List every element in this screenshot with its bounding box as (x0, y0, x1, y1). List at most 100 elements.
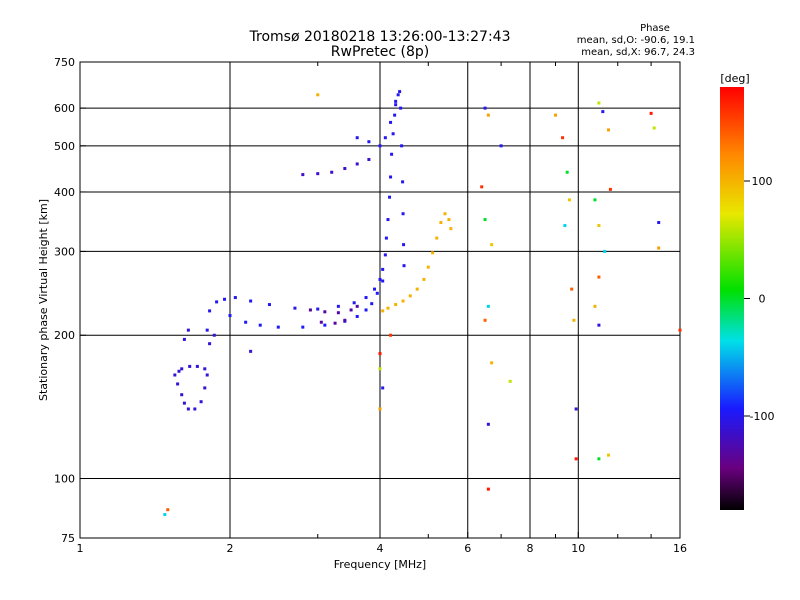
colorbar-gradient (720, 87, 744, 510)
data-point (426, 265, 430, 269)
data-point (355, 136, 359, 140)
data-point (378, 407, 382, 411)
data-point (293, 306, 297, 310)
y-tick-label: 100 (54, 473, 75, 486)
data-point (447, 218, 451, 222)
data-point (195, 364, 199, 368)
data-point (553, 113, 557, 117)
colorbar-label: [deg] (720, 72, 749, 85)
data-point (657, 221, 661, 225)
data-point (333, 321, 337, 325)
data-point (267, 303, 271, 307)
data-point (435, 236, 439, 240)
data-point (212, 333, 216, 337)
data-point (308, 308, 312, 312)
data-point (593, 304, 597, 308)
data-point (276, 325, 280, 329)
y-tick-label: 200 (54, 329, 75, 342)
data-point (597, 224, 601, 228)
data-point (208, 342, 212, 346)
data-point (323, 310, 327, 314)
data-point (386, 306, 390, 310)
data-point (394, 99, 398, 103)
x-ticks: 1 2 4 6 8 10 16 (77, 62, 687, 555)
data-point (336, 311, 340, 315)
data-point (182, 337, 186, 341)
data-point (486, 487, 490, 491)
x-tick-label: 6 (464, 542, 471, 555)
data-point (249, 299, 253, 303)
data-point (391, 132, 395, 136)
data-point (378, 144, 382, 148)
y-tick-label: 500 (54, 140, 75, 153)
y-tick-label: 750 (54, 56, 75, 69)
phase-x-stats: mean, sd,X: 96.7, 24.3 (581, 47, 695, 58)
data-point (398, 90, 402, 94)
data-point (355, 162, 359, 166)
data-point (381, 386, 385, 390)
data-point (319, 320, 323, 324)
data-point (649, 111, 653, 115)
grid-lines (80, 62, 680, 538)
data-point (608, 187, 612, 191)
data-point (593, 198, 597, 202)
colorbar: [deg] 100 0 -100 (720, 72, 774, 510)
data-point (352, 301, 356, 305)
data-point (364, 296, 368, 300)
data-point (490, 361, 494, 365)
data-point (182, 401, 186, 405)
data-point (389, 175, 393, 179)
data-point (449, 227, 453, 231)
data-point (355, 314, 359, 318)
data-point (422, 277, 426, 281)
data-point (443, 212, 447, 216)
data-point (389, 333, 393, 337)
data-point (301, 325, 305, 329)
x-tick-label: 1 (77, 542, 84, 555)
x-tick-label: 16 (673, 542, 687, 555)
data-point (402, 243, 406, 247)
data-point (199, 400, 203, 404)
x-axis-label: Frequency [MHz] (334, 558, 426, 571)
data-point (367, 140, 371, 144)
data-point (193, 407, 197, 411)
data-point (355, 304, 359, 308)
data-point (383, 253, 387, 257)
data-point (483, 218, 487, 222)
data-point (486, 304, 490, 308)
data-point (370, 302, 374, 306)
data-point (163, 513, 167, 517)
data-point (570, 287, 574, 291)
data-point (394, 303, 398, 307)
data-point (389, 120, 393, 124)
y-axis-label: Stationary phase Virtual Height [km] (37, 199, 50, 401)
data-point (180, 393, 184, 397)
data-point (330, 170, 334, 174)
data-point (563, 224, 567, 228)
data-point (601, 110, 605, 114)
y-ticks: 75 100 200 300 400 500 600 750 (54, 56, 86, 545)
data-point (166, 508, 170, 512)
data-point (367, 157, 371, 161)
data-point (381, 267, 385, 271)
data-point (228, 314, 232, 318)
data-point (483, 318, 487, 322)
data-point (381, 309, 385, 313)
data-point (233, 296, 237, 300)
data-point (177, 369, 181, 373)
data-point (597, 275, 601, 279)
data-point (561, 136, 565, 140)
data-point (205, 373, 209, 377)
plot-area: 1 2 4 6 8 10 16 75 100 200 300 400 500 600 750 (54, 56, 687, 555)
data-point (402, 264, 406, 268)
data-point (603, 249, 607, 253)
data-point (386, 218, 390, 222)
data-point (574, 407, 578, 411)
data-point (396, 93, 400, 97)
data-point (316, 307, 320, 311)
data-point (678, 328, 682, 332)
data-point (186, 407, 190, 411)
data-point (390, 152, 394, 156)
y-tick-label: 75 (61, 532, 75, 545)
